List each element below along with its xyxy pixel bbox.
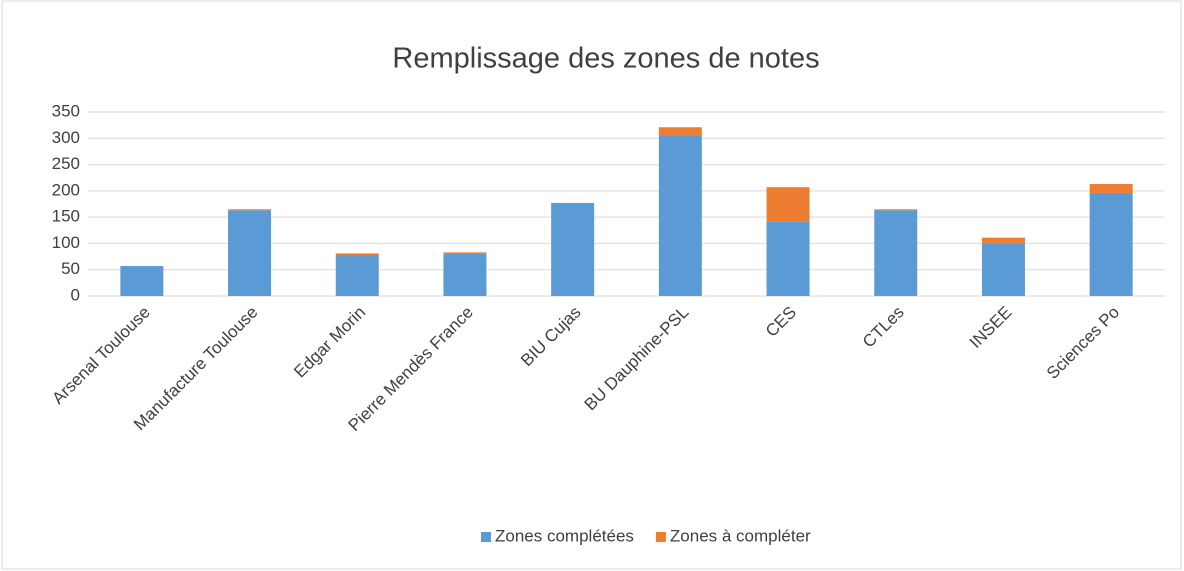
bar-segment bbox=[981, 243, 1025, 296]
bar-segment bbox=[1089, 192, 1133, 296]
bar-segment bbox=[874, 209, 918, 211]
y-tick-label: 300 bbox=[52, 128, 80, 147]
legend-label: Zones complétées bbox=[495, 526, 634, 545]
bar-segment bbox=[981, 237, 1025, 244]
bar-segment bbox=[228, 209, 272, 211]
y-tick-label: 50 bbox=[61, 259, 80, 278]
bar-segment bbox=[874, 210, 918, 296]
y-tick-label: 200 bbox=[52, 180, 80, 199]
y-tick-label: 250 bbox=[52, 154, 80, 173]
legend-swatch bbox=[481, 532, 491, 542]
legend-label: Zones à compléter bbox=[670, 526, 811, 545]
y-tick-label: 150 bbox=[52, 207, 80, 226]
chart-title: Remplissage des zones de notes bbox=[392, 43, 819, 75]
bar-segment bbox=[120, 266, 164, 296]
bar-segment bbox=[335, 253, 379, 255]
bar-segment bbox=[658, 127, 702, 136]
bar-segment bbox=[658, 135, 702, 296]
bar-segment bbox=[443, 253, 487, 296]
bar-segment bbox=[1089, 184, 1133, 193]
bar-segment bbox=[766, 187, 810, 222]
bar-segment bbox=[551, 202, 595, 296]
y-tick-label: 100 bbox=[52, 233, 80, 252]
y-tick-label: 350 bbox=[52, 101, 80, 120]
legend-swatch bbox=[655, 532, 666, 542]
bar-segment bbox=[335, 254, 379, 296]
bar-segment bbox=[766, 221, 810, 296]
y-tick-label: 0 bbox=[71, 285, 80, 304]
bar-segment bbox=[443, 252, 487, 254]
bar-segment bbox=[228, 210, 272, 296]
